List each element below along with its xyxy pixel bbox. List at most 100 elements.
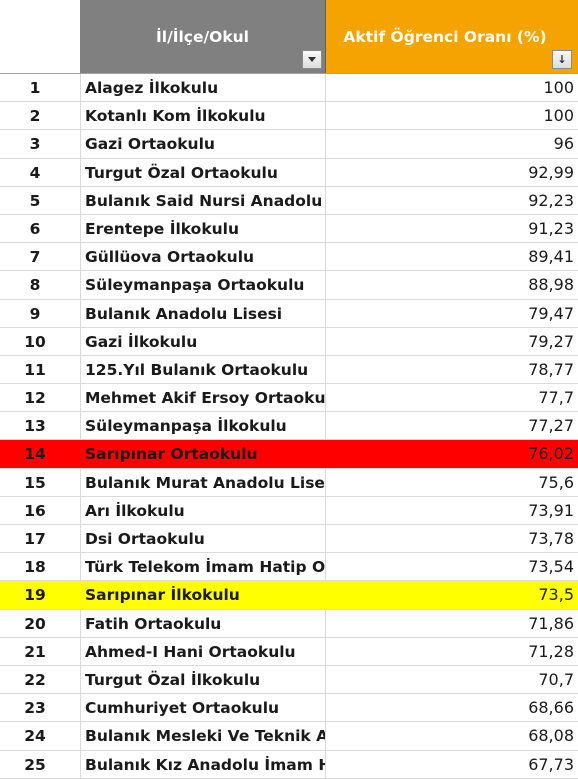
active-student-rate-cell[interactable]: 79,27 (528, 331, 574, 351)
row-number: 24 (24, 727, 46, 746)
active-student-rate-cell[interactable]: 73,78 (528, 529, 574, 548)
table-row[interactable]: 9 Bulanık Anadolu Lisesi 79,47 (0, 299, 578, 328)
row-number: 15 (24, 473, 46, 492)
active-student-rate-cell[interactable]: 100 (543, 78, 574, 97)
table-body: 1 Alagez İlkokulu 100 2 Kotanlı Kom İlkokulu… (0, 74, 578, 779)
school-name-cell[interactable]: Turgut Özal Ortaokulu (80, 158, 326, 186)
school-name-cell[interactable]: Sarıpınar Ortaokulu (85, 445, 258, 464)
school-name-cell[interactable]: Süleymanpaşa İlkokulu (80, 412, 326, 440)
row-number: 10 (24, 332, 46, 351)
school-name-cell[interactable]: Gazi İlkokulu (80, 327, 326, 355)
table-row[interactable]: 23 Cumhuriyet Ortaokulu 68,66 (0, 694, 578, 723)
active-student-rate-cell[interactable]: 96 (553, 134, 574, 154)
table-row[interactable]: 4 Turgut Özal Ortaokulu 92,99 (0, 158, 578, 187)
active-student-rate-cell[interactable]: 67,73 (528, 754, 574, 774)
filter-dropdown-button-okul[interactable] (302, 50, 322, 69)
school-name-cell[interactable]: Cumhuriyet Ortaokulu (80, 694, 326, 722)
table-row[interactable]: 18 Türk Telekom İmam Hatip Or 73,54 (0, 553, 578, 582)
active-student-rate-cell[interactable]: 92,99 (528, 162, 574, 182)
column-header-okul[interactable]: İl/İlçe/Okul (80, 0, 326, 73)
active-student-rate-cell[interactable]: 78,77 (528, 359, 574, 379)
table-row[interactable]: 12 Mehmet Akif Ersoy Ortaokul 77,7 (0, 384, 578, 413)
row-number: 19 (24, 586, 46, 605)
row-number: 18 (24, 558, 46, 577)
row-number: 11 (24, 360, 46, 379)
row-number: 5 (29, 191, 41, 210)
table-row[interactable]: 15 Bulanık Murat Anadolu Lisesi 75,6 (0, 468, 578, 497)
school-name-cell[interactable]: Fatih Ortaokulu (80, 609, 326, 637)
table-row[interactable]: 6 Erentepe İlkokulu 91,23 (0, 214, 578, 244)
school-name-cell[interactable]: Arı İlkokulu (80, 496, 326, 524)
row-number: 1 (29, 79, 41, 97)
active-student-rate-cell[interactable]: 76,02 (528, 444, 574, 464)
table-row[interactable]: 13 Süleymanpaşa İlkokulu 77,27 (0, 412, 578, 441)
school-name-cell[interactable]: 125.Yıl Bulanık Ortaokulu (80, 355, 326, 384)
table-row[interactable]: 7 Güllüova Ortaokulu 89,41 (0, 243, 578, 272)
active-student-rate-cell[interactable]: 68,08 (528, 726, 574, 746)
active-student-rate-cell[interactable]: 71,28 (528, 641, 574, 661)
school-name-cell[interactable]: Bulanık Kız Anadolu İmam Ha (80, 750, 326, 778)
table-row[interactable]: 2 Kotanlı Kom İlkokulu 100 (0, 102, 578, 131)
filter-sort-button-oran[interactable]: ↓ (552, 50, 572, 69)
active-student-rate-cell[interactable]: 68,66 (528, 698, 574, 718)
school-name-cell[interactable]: Bulanık Murat Anadolu Lisesi (80, 468, 326, 496)
active-student-rate-cell[interactable]: 73,54 (528, 557, 574, 577)
school-name-cell[interactable]: Alagez İlkokulu (80, 74, 326, 102)
school-name-cell[interactable]: Süleymanpaşa Ortaokulu (80, 271, 326, 299)
school-name-cell[interactable]: Gazi Ortaokulu (80, 130, 326, 158)
table-row[interactable]: 17 Dsi Ortaokulu 73,78 (0, 525, 578, 554)
header-divider (0, 73, 578, 74)
active-student-rate-cell[interactable]: 91,23 (528, 218, 574, 238)
table-row[interactable]: 11 125.Yıl Bulanık Ortaokulu 78,77 (0, 355, 578, 385)
school-name-cell[interactable]: Dsi Ortaokulu (80, 525, 326, 553)
active-student-rate-cell[interactable]: 73,91 (528, 500, 574, 520)
school-name-cell[interactable]: Türk Telekom İmam Hatip Or (80, 553, 326, 581)
table-header: İl/İlçe/Okul Aktif Öğrenci Oranı (%) ↓ (0, 0, 578, 74)
table-row[interactable]: 5 Bulanık Said Nursi Anadolu Li 92,23 (0, 186, 578, 215)
row-number: 21 (24, 642, 46, 661)
row-number: 6 (29, 219, 41, 238)
active-student-rate-cell[interactable]: 71,86 (528, 613, 574, 633)
school-name-cell[interactable]: Güllüova Ortaokulu (80, 243, 326, 271)
school-name-cell[interactable]: Mehmet Akif Ersoy Ortaokul (80, 384, 326, 412)
row-number: 2 (29, 107, 41, 126)
active-student-rate-cell[interactable]: 100 (543, 106, 574, 126)
school-name-cell[interactable]: Bulanık Anadolu Lisesi (80, 299, 326, 327)
school-name-cell[interactable]: Ahmed-I Hani Ortaokulu (80, 637, 326, 665)
table-row[interactable]: 16 Arı İlkokulu 73,91 (0, 496, 578, 525)
table-row[interactable]: 24 Bulanık Mesleki Ve Teknik Ar 68,08 (0, 722, 578, 751)
row-number: 9 (29, 304, 41, 323)
table-row-highlighted[interactable]: 14 Sarıpınar Ortaokulu 76,02 (0, 440, 578, 469)
table-row[interactable]: 20 Fatih Ortaokulu 71,86 (0, 609, 578, 638)
row-number: 22 (24, 670, 46, 689)
table-row[interactable]: 8 Süleymanpaşa Ortaokulu 88,98 (0, 271, 578, 300)
column-header-oran[interactable]: Aktif Öğrenci Oranı (%) ↓ (326, 0, 578, 73)
column-header-okul-label: İl/İlçe/Okul (155, 28, 249, 46)
table-row[interactable]: 22 Turgut Özal İlkokulu 70,7 (0, 665, 578, 695)
dropdown-arrow-icon (308, 57, 316, 62)
row-number: 13 (24, 417, 46, 436)
table-row[interactable]: 1 Alagez İlkokulu 100 (0, 74, 578, 103)
school-name-cell[interactable]: Sarıpınar İlkokulu (85, 586, 240, 605)
active-student-rate-cell[interactable]: 73,5 (538, 585, 574, 605)
school-name-cell[interactable]: Turgut Özal İlkokulu (80, 665, 326, 694)
table-row-highlighted[interactable]: 19 Sarıpınar İlkokulu 73,5 (0, 581, 578, 610)
row-number-header (0, 0, 80, 73)
active-student-rate-cell[interactable]: 77,27 (528, 416, 574, 436)
school-name-cell[interactable]: Bulanık Said Nursi Anadolu Li (80, 186, 326, 214)
table-row[interactable]: 21 Ahmed-I Hani Ortaokulu 71,28 (0, 637, 578, 666)
school-name-cell[interactable]: Bulanık Mesleki Ve Teknik Ar (80, 722, 326, 750)
school-name-cell[interactable]: Kotanlı Kom İlkokulu (80, 102, 326, 130)
active-student-rate-cell[interactable]: 75,6 (538, 472, 574, 492)
table-row[interactable]: 25 Bulanık Kız Anadolu İmam Ha 67,73 (0, 750, 578, 779)
table-row[interactable]: 10 Gazi İlkokulu 79,27 (0, 327, 578, 356)
active-student-rate-cell[interactable]: 92,23 (528, 190, 574, 210)
active-student-rate-cell[interactable]: 70,7 (538, 669, 574, 689)
school-name-cell[interactable]: Erentepe İlkokulu (80, 214, 326, 243)
active-student-rate-cell[interactable]: 88,98 (528, 275, 574, 295)
active-student-rate-cell[interactable]: 79,47 (528, 303, 574, 323)
active-student-rate-cell[interactable]: 77,7 (538, 388, 574, 408)
table-row[interactable]: 3 Gazi Ortaokulu 96 (0, 130, 578, 159)
column-header-oran-label: Aktif Öğrenci Oranı (%) (343, 28, 547, 46)
active-student-rate-cell[interactable]: 89,41 (528, 247, 574, 267)
